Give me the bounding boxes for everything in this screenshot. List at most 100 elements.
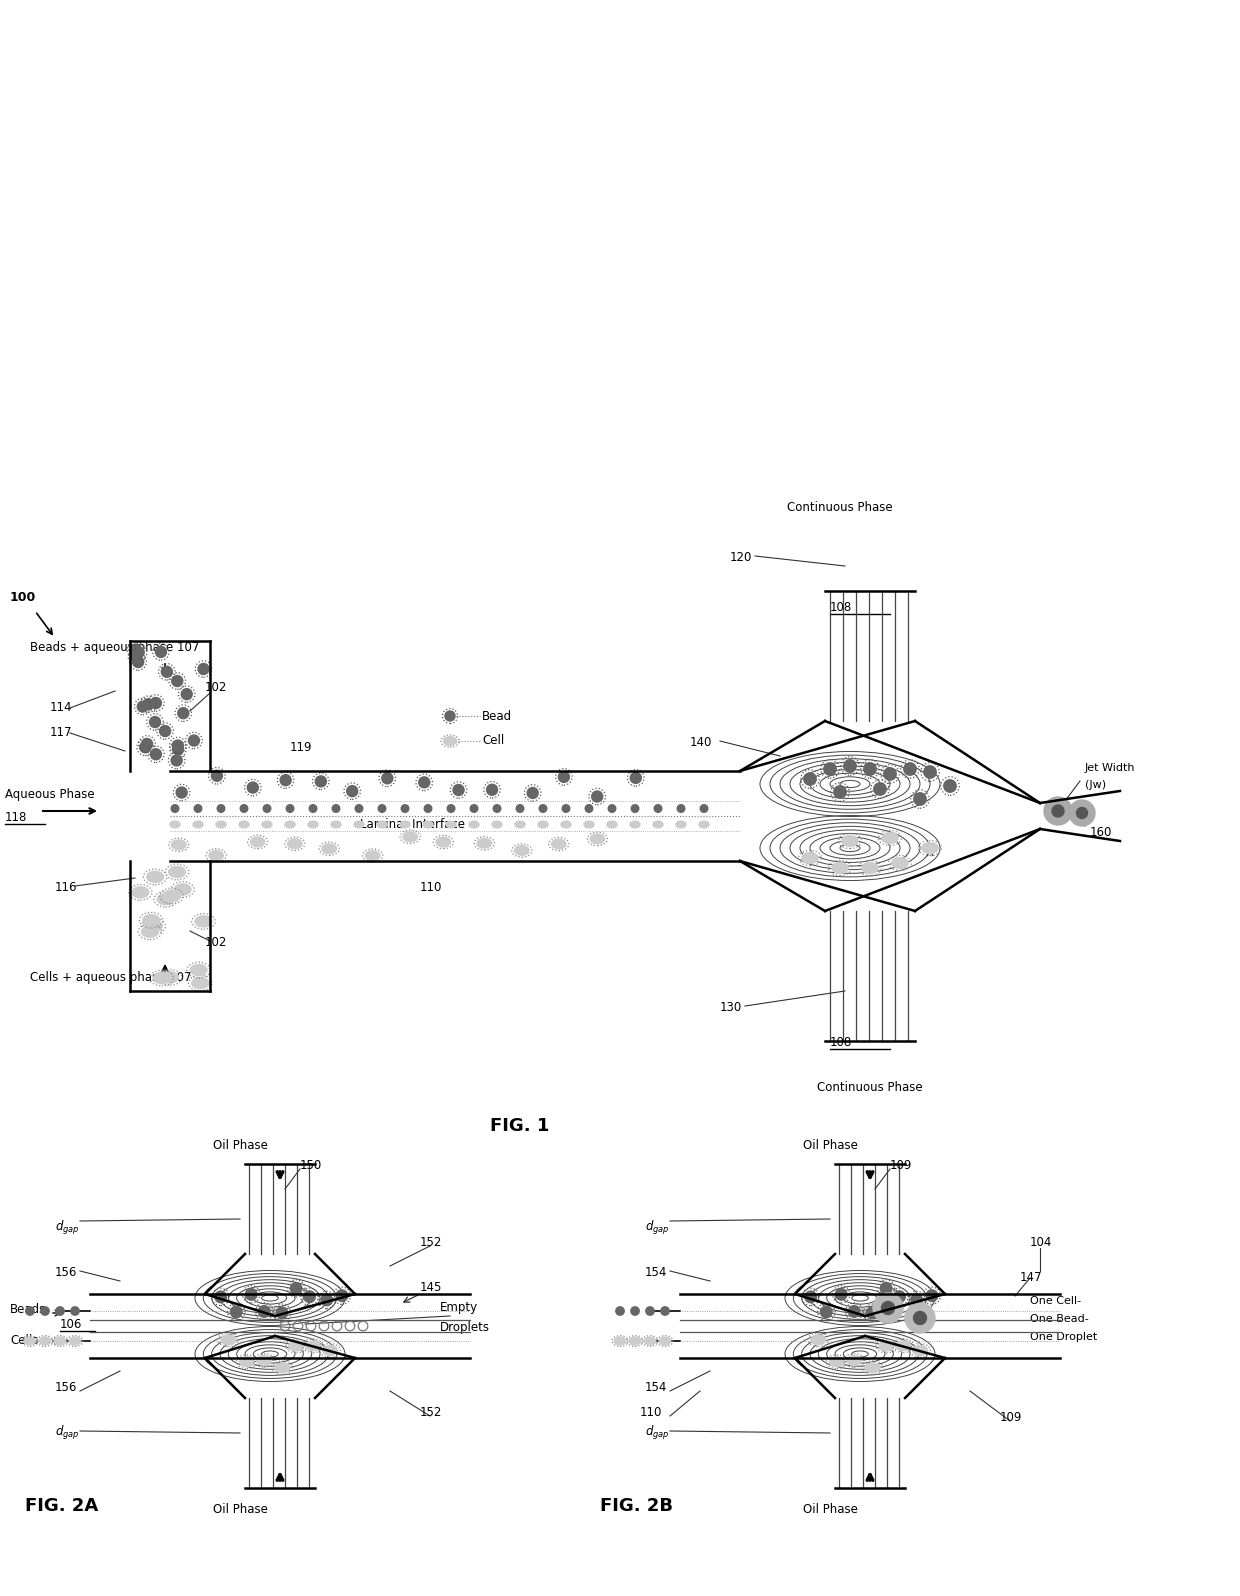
Circle shape	[304, 1291, 315, 1302]
Circle shape	[677, 804, 684, 812]
Ellipse shape	[645, 1337, 656, 1345]
Ellipse shape	[288, 839, 303, 849]
Ellipse shape	[141, 926, 159, 937]
Ellipse shape	[145, 921, 162, 932]
Ellipse shape	[492, 820, 502, 828]
Circle shape	[701, 804, 708, 812]
Text: Beads + aqueous phase 107: Beads + aqueous phase 107	[30, 642, 200, 654]
Circle shape	[176, 787, 187, 798]
Text: One Bead-: One Bead-	[1030, 1314, 1089, 1325]
Circle shape	[494, 804, 501, 812]
Ellipse shape	[216, 820, 226, 828]
Text: 116: 116	[55, 881, 77, 894]
Ellipse shape	[322, 1345, 337, 1355]
Circle shape	[823, 763, 836, 776]
Ellipse shape	[143, 915, 160, 926]
Circle shape	[71, 1307, 79, 1315]
Text: Aqueous Phase: Aqueous Phase	[5, 788, 94, 801]
Circle shape	[1069, 800, 1095, 827]
Circle shape	[944, 780, 956, 792]
Circle shape	[880, 1283, 892, 1294]
Circle shape	[630, 772, 641, 784]
Ellipse shape	[285, 820, 295, 828]
Circle shape	[133, 656, 144, 667]
Text: One Cell-: One Cell-	[1030, 1296, 1081, 1306]
Text: Oil Phase: Oil Phase	[802, 1503, 857, 1516]
Circle shape	[290, 1283, 301, 1294]
Text: Oil Phase: Oil Phase	[802, 1140, 857, 1152]
Circle shape	[924, 766, 936, 779]
Text: One Droplet: One Droplet	[1030, 1333, 1097, 1342]
Circle shape	[41, 1307, 50, 1315]
Ellipse shape	[921, 843, 939, 854]
Ellipse shape	[552, 839, 565, 849]
Ellipse shape	[802, 852, 818, 863]
Text: $d_{gap}$: $d_{gap}$	[55, 1424, 79, 1443]
Circle shape	[1044, 796, 1073, 825]
Text: 160: 160	[1090, 827, 1112, 839]
Ellipse shape	[477, 838, 491, 847]
Circle shape	[161, 666, 172, 677]
Circle shape	[130, 645, 141, 654]
Circle shape	[332, 804, 340, 812]
Text: 120: 120	[730, 551, 753, 563]
Circle shape	[141, 739, 153, 750]
Ellipse shape	[154, 972, 170, 983]
Circle shape	[177, 707, 188, 718]
Circle shape	[926, 1290, 937, 1301]
Text: 130: 130	[720, 1001, 743, 1013]
Text: 156: 156	[55, 1381, 77, 1393]
Circle shape	[631, 804, 639, 812]
Circle shape	[905, 1302, 935, 1333]
Text: Continuous Phase: Continuous Phase	[817, 1080, 923, 1093]
Circle shape	[131, 651, 141, 662]
Text: 100: 100	[10, 591, 36, 603]
Text: Cells: Cells	[10, 1334, 38, 1347]
Circle shape	[1076, 808, 1087, 819]
Text: 108: 108	[830, 602, 852, 614]
Text: 104: 104	[1030, 1235, 1053, 1250]
Ellipse shape	[538, 820, 548, 828]
Circle shape	[867, 1307, 878, 1318]
Ellipse shape	[811, 1334, 826, 1345]
Text: 152: 152	[420, 1235, 443, 1250]
Text: 117: 117	[50, 726, 72, 739]
Ellipse shape	[629, 1337, 641, 1345]
Circle shape	[171, 755, 182, 766]
Text: 152: 152	[420, 1406, 443, 1419]
Text: 154: 154	[645, 1381, 667, 1393]
Ellipse shape	[590, 835, 605, 844]
Ellipse shape	[614, 1337, 626, 1345]
Text: Empty: Empty	[440, 1301, 479, 1314]
Circle shape	[486, 784, 497, 795]
Ellipse shape	[331, 820, 341, 828]
Circle shape	[171, 804, 179, 812]
Ellipse shape	[257, 1355, 272, 1366]
Text: 114: 114	[50, 701, 72, 713]
Circle shape	[631, 1307, 639, 1315]
Text: Oil Phase: Oil Phase	[212, 1503, 268, 1516]
Circle shape	[527, 787, 538, 798]
Circle shape	[833, 785, 846, 798]
Circle shape	[315, 776, 326, 787]
Circle shape	[286, 804, 294, 812]
Text: 140: 140	[689, 736, 712, 749]
Circle shape	[150, 697, 161, 709]
Ellipse shape	[444, 737, 456, 745]
Text: Beads: Beads	[10, 1302, 46, 1317]
Circle shape	[539, 804, 547, 812]
Circle shape	[172, 741, 184, 752]
Text: $d_{gap}$: $d_{gap}$	[645, 1219, 670, 1237]
Ellipse shape	[190, 964, 207, 975]
Circle shape	[378, 804, 386, 812]
Text: 106: 106	[60, 1318, 82, 1331]
Circle shape	[321, 1294, 332, 1306]
Ellipse shape	[653, 820, 663, 828]
Circle shape	[516, 804, 523, 812]
Circle shape	[424, 804, 432, 812]
Circle shape	[150, 749, 161, 760]
Text: 102: 102	[205, 935, 227, 950]
Circle shape	[309, 804, 316, 812]
Ellipse shape	[262, 820, 272, 828]
Circle shape	[882, 1301, 894, 1315]
